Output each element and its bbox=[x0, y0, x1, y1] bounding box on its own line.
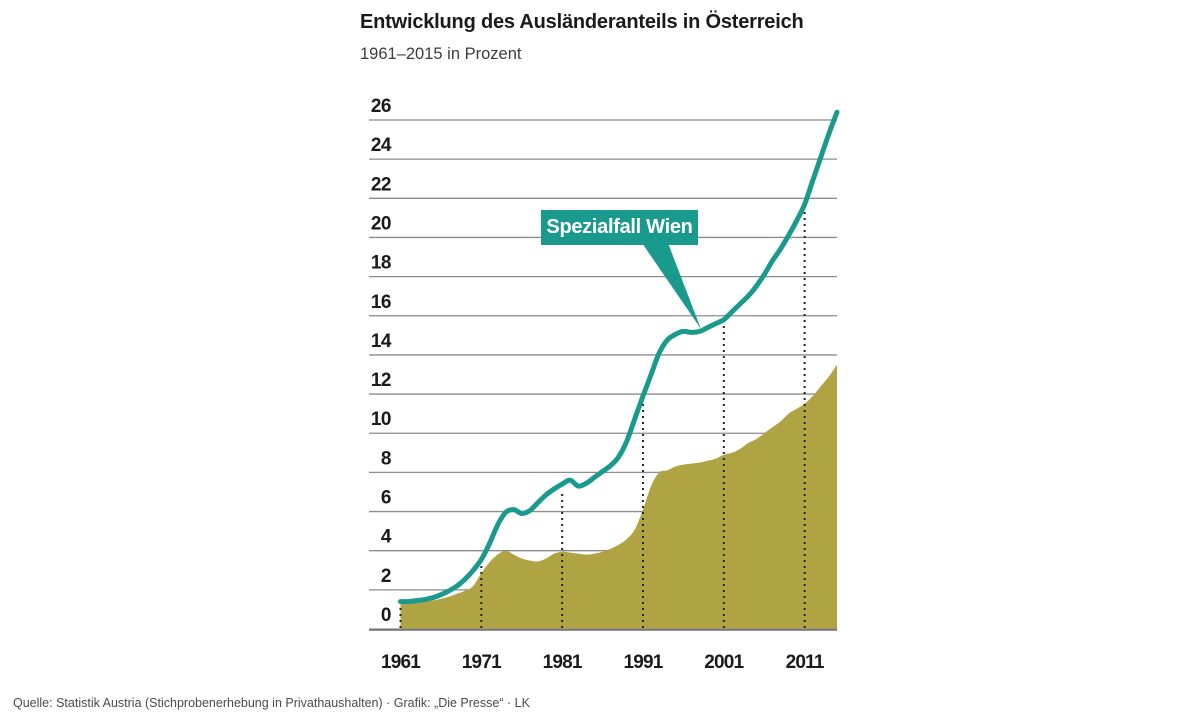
x-tick-label: 1991 bbox=[623, 652, 663, 673]
x-tick-label: 1981 bbox=[543, 652, 583, 673]
annotation-label: Spezialfall Wien bbox=[546, 216, 693, 238]
chart-subtitle: 1961–2015 in Prozent bbox=[360, 45, 522, 63]
x-tick-label: 1971 bbox=[462, 652, 502, 673]
y-tick-label: 24 bbox=[371, 135, 392, 156]
wien-line bbox=[398, 109, 840, 605]
y-tick-label: 10 bbox=[371, 409, 391, 430]
y-tick-label: 2 bbox=[381, 566, 391, 587]
y-tick-label: 18 bbox=[371, 253, 391, 274]
y-tick-label: 22 bbox=[371, 174, 391, 195]
source-note: Quelle: Statistik Austria (Stichprobener… bbox=[13, 696, 530, 710]
callout-pointer bbox=[642, 243, 701, 329]
y-tick-label: 0 bbox=[381, 605, 391, 626]
austria-area bbox=[400, 364, 837, 629]
y-tick-label: 8 bbox=[381, 448, 391, 469]
y-tick-label: 12 bbox=[371, 370, 391, 391]
x-tick-label: 2001 bbox=[704, 652, 744, 673]
y-tick-label: 20 bbox=[371, 213, 391, 234]
x-tick-label: 2011 bbox=[786, 652, 825, 673]
y-tick-label: 14 bbox=[371, 331, 392, 352]
chart-title: Entwicklung des Ausländeranteils in Öste… bbox=[360, 11, 804, 33]
y-tick-label: 4 bbox=[381, 527, 392, 548]
y-tick-label: 6 bbox=[381, 488, 391, 509]
annotation-callout: Spezialfall Wien bbox=[541, 210, 698, 245]
x-tick-label: 1961 bbox=[381, 652, 421, 673]
y-tick-label: 26 bbox=[371, 96, 391, 117]
y-tick-label: 16 bbox=[371, 292, 391, 313]
